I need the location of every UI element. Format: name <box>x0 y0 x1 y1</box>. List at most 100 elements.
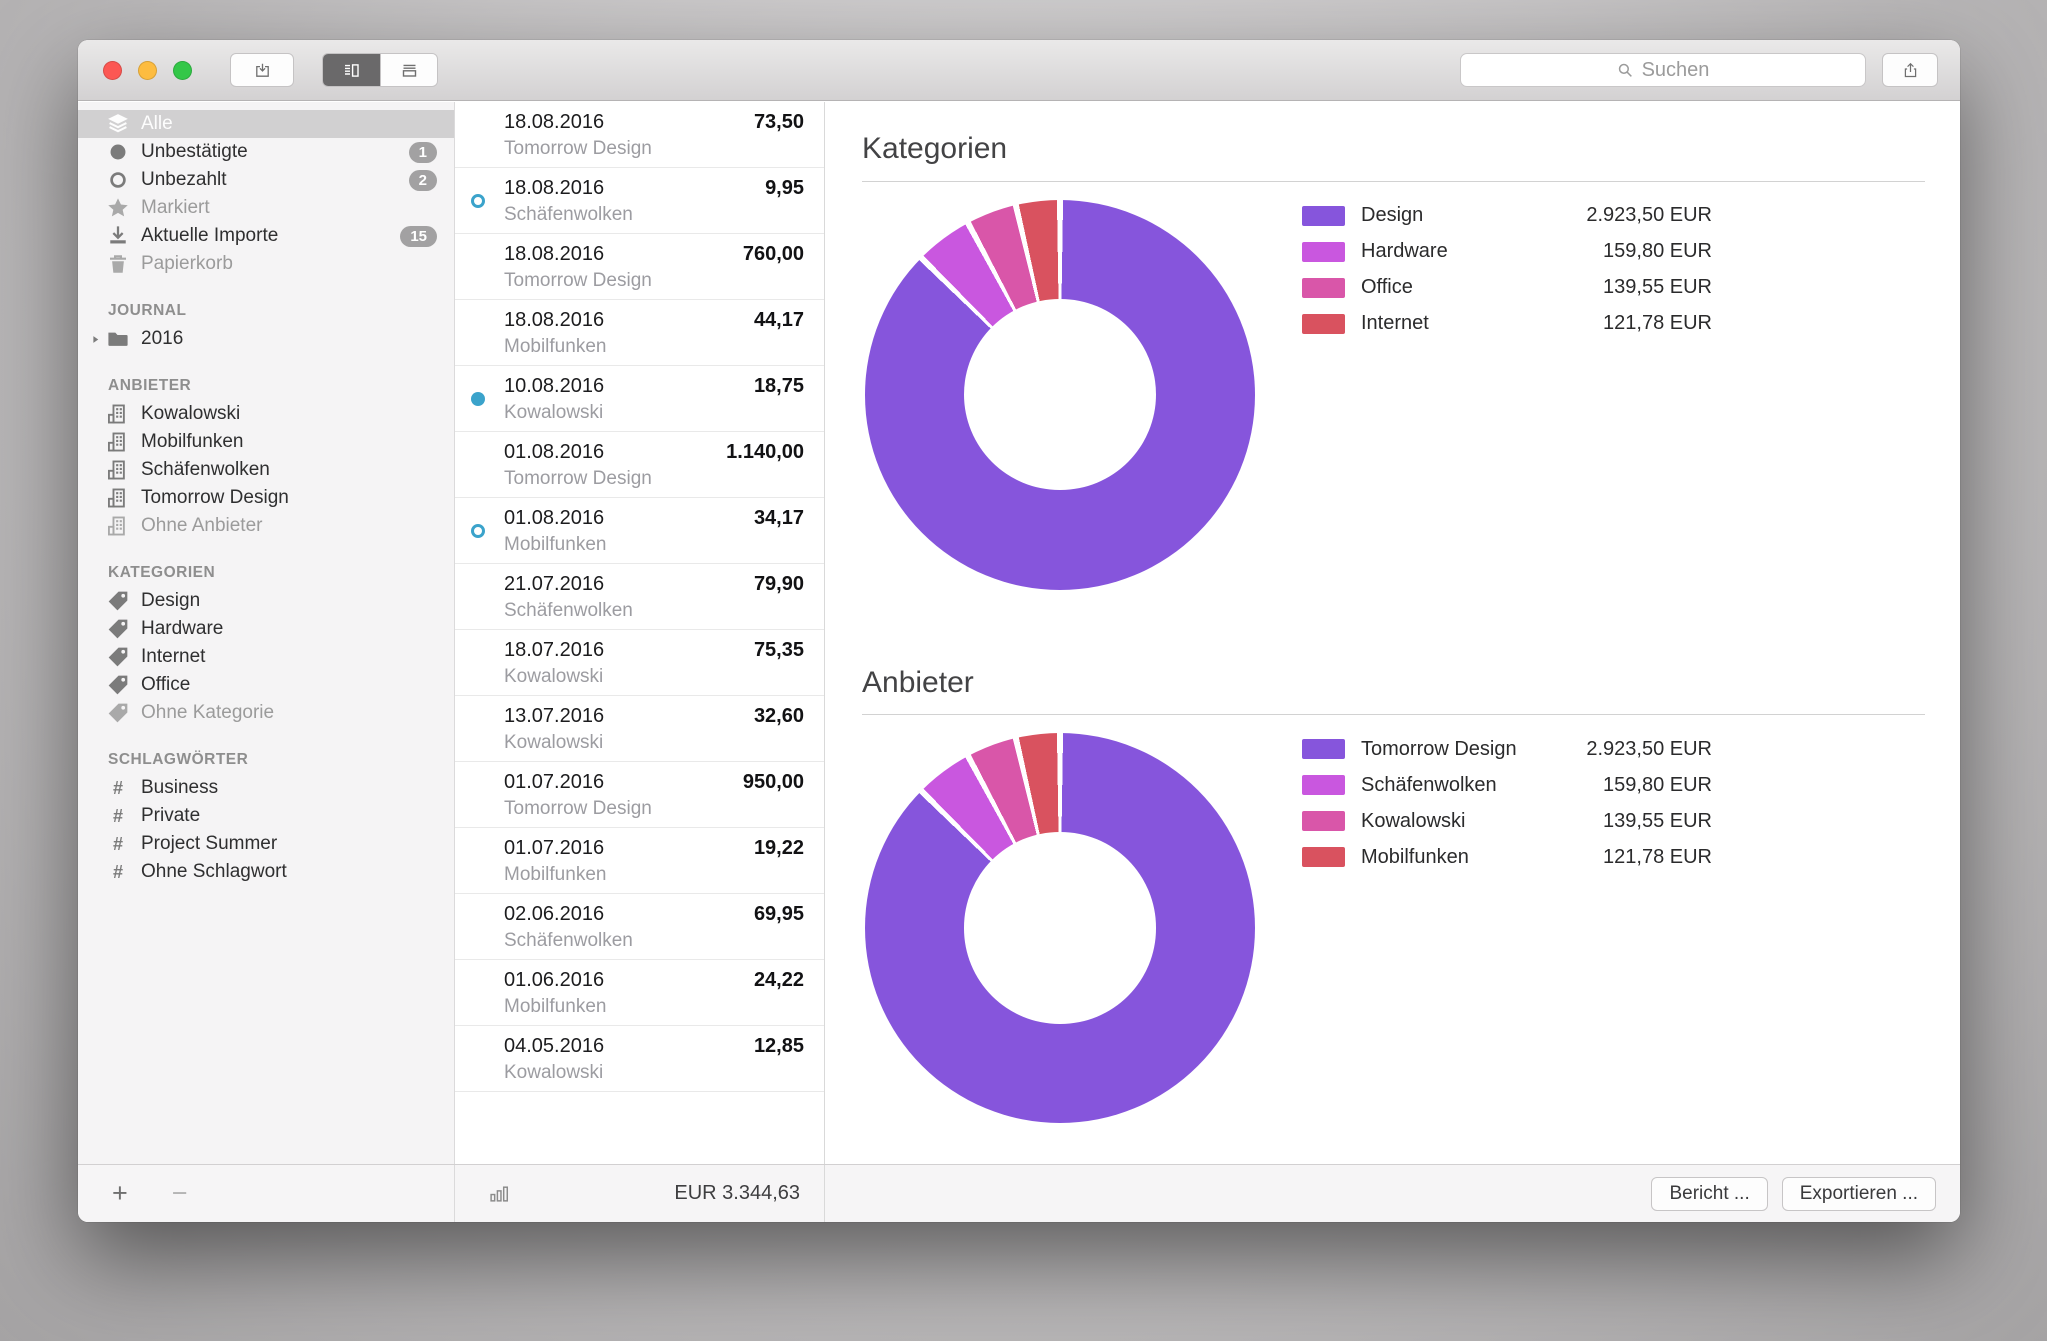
sidebar-item-internet[interactable]: Internet <box>78 643 454 671</box>
zoom-button[interactable] <box>173 60 192 80</box>
sidebar-badge: 15 <box>400 225 437 247</box>
item-amount: 18,75 <box>753 375 804 397</box>
item-date: 18.08.2016 <box>504 309 605 331</box>
hash-icon: # <box>112 806 123 826</box>
legend-item-office: Office 139,55 EUR <box>1302 276 1712 298</box>
unconfirmed-dot-icon <box>471 392 485 406</box>
report-button[interactable]: Bericht ... <box>1651 1176 1768 1211</box>
building-icon <box>106 516 130 536</box>
sidebar-item-tomorrow-design[interactable]: Tomorrow Design <box>78 484 454 512</box>
item-date: 01.08.2016 <box>504 507 605 529</box>
list-item[interactable]: 04.05.2016 12,85 Kowalowski <box>455 1026 824 1092</box>
legend-item-internet: Internet 121,78 EUR <box>1302 312 1712 334</box>
view-segment-stacked-view-icon[interactable] <box>380 54 437 86</box>
item-date: 13.07.2016 <box>504 705 605 727</box>
legend-label: Design <box>1361 204 1424 226</box>
sidebar-item-aktuelle-importe[interactable]: Aktuelle Importe 15 <box>78 222 454 250</box>
sidebar-item-2016[interactable]: 2016 <box>78 325 454 353</box>
import-button[interactable] <box>230 53 294 87</box>
categories-donut-chart <box>865 199 1255 590</box>
list-item[interactable]: 18.07.2016 75,35 Kowalowski <box>455 630 824 696</box>
sidebar-item-business[interactable]: # Business <box>78 774 454 802</box>
list-item[interactable]: 01.06.2016 24,22 Mobilfunken <box>455 960 824 1026</box>
list-item[interactable]: 18.08.2016 44,17 Mobilfunken <box>455 300 824 366</box>
sidebar-item-office[interactable]: Office <box>78 671 454 699</box>
list-item[interactable]: 21.07.2016 79,90 Schäfenwolken <box>455 564 824 630</box>
list-item[interactable]: 01.08.2016 34,17 Mobilfunken <box>455 498 824 564</box>
legend-label: Kowalowski <box>1361 809 1466 832</box>
vendors-section: Anbieter Tomorrow Design 2.923,50 EUR Schä… <box>825 664 1960 1123</box>
disclosure-icon[interactable] <box>90 333 106 345</box>
sidebar-item-design[interactable]: Design <box>78 587 454 615</box>
share-button[interactable] <box>1882 53 1938 87</box>
sidebar-item-mobilfunken[interactable]: Mobilfunken <box>78 428 454 456</box>
sidebar-item-kowalowski[interactable]: Kowalowski <box>78 400 454 428</box>
sidebar-item-markiert[interactable]: Markiert <box>78 194 454 222</box>
item-vendor: Tomorrow Design <box>504 468 652 489</box>
item-line1: 18.08.2016 760,00 <box>504 243 804 266</box>
building-icon <box>106 432 130 452</box>
sidebar-section-title-kategorien: KATEGORIEN <box>108 564 216 581</box>
sidebar-item-papierkorb[interactable]: Papierkorb <box>78 250 454 278</box>
categories-section: Kategorien Design 2.923,50 EUR Hardware 159… <box>825 130 1960 590</box>
legend-swatch <box>1302 739 1345 759</box>
legend-item-mobilfunken: Mobilfunken 121,78 EUR <box>1302 846 1712 868</box>
bar-chart-icon[interactable] <box>489 1184 510 1203</box>
receipt-list: 18.08.2016 73,50 Tomorrow Design 18.08.2016… <box>455 102 825 1164</box>
sidebar-section-title-schlagw-rter: SCHLAGWÖRTER <box>108 751 249 768</box>
add-button[interactable]: + <box>112 1178 128 1208</box>
search-icon <box>1617 62 1634 79</box>
sidebar-item-label: Design <box>141 590 201 611</box>
list-item[interactable]: 18.08.2016 9,95 Schäfenwolken <box>455 168 824 234</box>
search-input[interactable]: Suchen <box>1460 53 1866 87</box>
sidebar-item-sch-fenwolken[interactable]: Schäfenwolken <box>78 456 454 484</box>
close-button[interactable] <box>103 60 122 80</box>
sidebar-item-unbest-tigte[interactable]: Unbestätigte 1 <box>78 138 454 166</box>
minimize-button[interactable] <box>138 60 157 80</box>
main-content: Alle Unbestätigte 1 Unbezahlt 2 Markiert Aktue… <box>78 102 1960 1164</box>
legend-swatch <box>1302 241 1345 262</box>
legend-item-hardware: Hardware 159,80 EUR <box>1302 240 1712 262</box>
item-date: 01.06.2016 <box>504 969 605 991</box>
list-item[interactable]: 01.07.2016 19,22 Mobilfunken <box>455 828 824 894</box>
sidebar-item-private[interactable]: # Private <box>78 802 454 830</box>
sidebar-item-label: Project Summer <box>141 833 278 854</box>
list-item[interactable]: 13.07.2016 32,60 Kowalowski <box>455 696 824 762</box>
legend-label: Office <box>1361 276 1413 298</box>
sidebar-item-hardware[interactable]: Hardware <box>78 615 454 643</box>
item-amount: 73,50 <box>753 111 804 133</box>
export-button[interactable]: Exportieren ... <box>1781 1176 1936 1211</box>
view-segment-list-detail-view-icon[interactable] <box>323 54 380 86</box>
list-item[interactable]: 01.07.2016 950,00 Tomorrow Design <box>455 762 824 828</box>
sidebar-item-ohne-schlagwort[interactable]: # Ohne Schlagwort <box>78 858 454 886</box>
trash-icon <box>106 255 130 274</box>
sidebar-item-unbezahlt[interactable]: Unbezahlt 2 <box>78 166 454 194</box>
sidebar-item-alle[interactable]: Alle <box>78 110 454 138</box>
hash-icon: # <box>112 862 123 882</box>
circle-open-icon <box>106 171 130 190</box>
legend-swatch <box>1302 847 1345 867</box>
item-amount: 760,00 <box>742 243 804 265</box>
list-item[interactable]: 10.08.2016 18,75 Kowalowski <box>455 366 824 432</box>
stacked-view-icon <box>401 62 418 79</box>
list-item[interactable]: 02.06.2016 69,95 Schäfenwolken <box>455 894 824 960</box>
sidebar-section-title-journal: JOURNAL <box>108 302 187 319</box>
item-amount: 950,00 <box>742 771 804 793</box>
sidebar-item-label: Alle <box>141 113 173 134</box>
item-line1: 04.05.2016 12,85 <box>504 1035 804 1058</box>
divider <box>862 714 1925 715</box>
item-date: 18.08.2016 <box>504 177 605 199</box>
sidebar-item-ohne-anbieter[interactable]: Ohne Anbieter <box>78 512 454 540</box>
categories-legend: Design 2.923,50 EUR Hardware 159,80 EUR Offi… <box>1302 204 1712 590</box>
remove-button[interactable]: − <box>171 1178 188 1208</box>
item-amount: 75,35 <box>753 639 804 661</box>
sidebar-item-project-summer[interactable]: # Project Summer <box>78 830 454 858</box>
sidebar-item-label: Ohne Kategorie <box>141 702 275 723</box>
list-item[interactable]: 01.08.2016 1.140,00 Tomorrow Design <box>455 432 824 498</box>
list-item[interactable]: 18.08.2016 760,00 Tomorrow Design <box>455 234 824 300</box>
sidebar-item-ohne-kategorie[interactable]: Ohne Kategorie <box>78 699 454 727</box>
list-item[interactable]: 18.08.2016 73,50 Tomorrow Design <box>455 102 824 168</box>
tag-icon <box>106 647 130 667</box>
item-vendor: Mobilfunken <box>504 534 607 555</box>
legend-item-tomorrow-design: Tomorrow Design 2.923,50 EUR <box>1302 738 1712 760</box>
